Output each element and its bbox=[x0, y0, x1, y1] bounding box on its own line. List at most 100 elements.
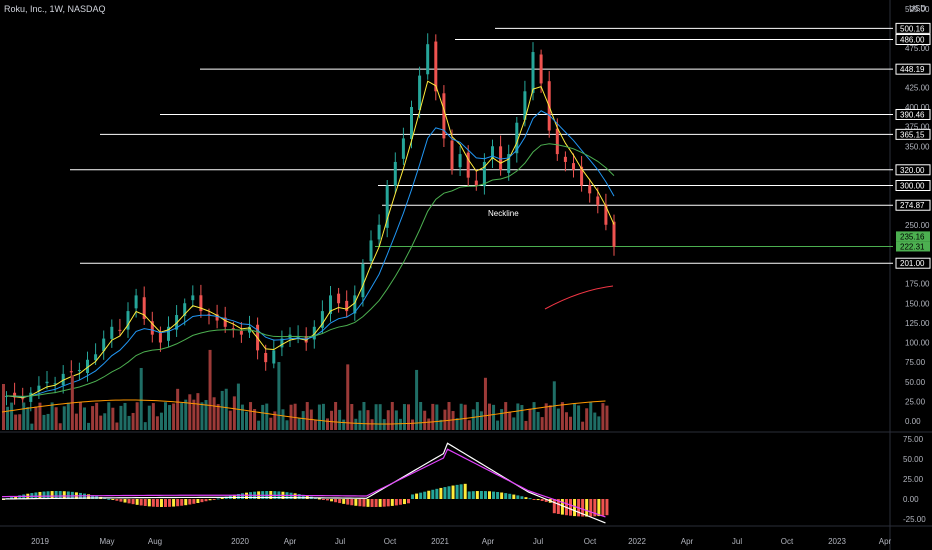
macd-histogram-bar bbox=[297, 494, 301, 499]
macd-histogram-bar bbox=[208, 499, 212, 501]
macd-histogram-bar bbox=[467, 491, 471, 499]
macd-histogram-bar bbox=[151, 499, 155, 507]
candle bbox=[515, 122, 519, 154]
time-tick-label: Apr bbox=[482, 537, 495, 546]
candle bbox=[264, 352, 268, 363]
volume-bar bbox=[26, 406, 30, 430]
macd-histogram-bar bbox=[54, 491, 58, 499]
macd-histogram-bar bbox=[50, 491, 54, 499]
volume-bar bbox=[216, 404, 220, 430]
ema-fast-line bbox=[6, 80, 615, 399]
candle bbox=[183, 303, 187, 316]
macd-histogram-bar bbox=[492, 491, 496, 499]
macd-histogram-bar bbox=[573, 499, 577, 517]
macd-histogram-bar bbox=[520, 496, 524, 499]
volume-bar bbox=[188, 394, 192, 430]
candle bbox=[563, 156, 567, 162]
macd-histogram-bar bbox=[528, 498, 532, 500]
macd-histogram-bar bbox=[139, 499, 143, 506]
macd-histogram-bar bbox=[346, 499, 350, 505]
volume-bar bbox=[111, 407, 115, 430]
volume-bar bbox=[99, 415, 103, 430]
volume-bar bbox=[455, 418, 459, 430]
volume-bar bbox=[390, 402, 394, 430]
macd-histogram-bar bbox=[508, 493, 512, 499]
candle bbox=[612, 221, 616, 247]
volume-bar bbox=[411, 419, 415, 430]
volume-bar bbox=[83, 407, 86, 430]
volume-bar bbox=[249, 402, 253, 430]
candle bbox=[167, 326, 170, 341]
volume-bar bbox=[475, 402, 479, 430]
candle bbox=[426, 44, 430, 75]
candle bbox=[142, 297, 146, 319]
candle bbox=[94, 354, 98, 361]
candle bbox=[434, 41, 438, 92]
volume-bar bbox=[589, 402, 593, 430]
volume-bar bbox=[10, 402, 14, 430]
volume-ma-line bbox=[1, 399, 606, 425]
macd-histogram-bar bbox=[354, 499, 358, 506]
level-label-box bbox=[895, 257, 931, 269]
level-label-box bbox=[895, 164, 931, 176]
price-tick-label: 25.00 bbox=[905, 397, 926, 406]
volume-bar bbox=[232, 396, 236, 430]
candle bbox=[410, 107, 413, 139]
ema-mid-line bbox=[6, 110, 615, 398]
volume-bar bbox=[46, 413, 50, 430]
volume-bar bbox=[560, 402, 564, 430]
macd-histogram-bar bbox=[350, 499, 354, 506]
macd-histogram-bar bbox=[119, 499, 123, 502]
volume-bar bbox=[176, 388, 180, 430]
volume-bar bbox=[528, 408, 532, 430]
volume-bar bbox=[95, 402, 99, 430]
volume-bar bbox=[74, 413, 78, 430]
time-tick-label: Oct bbox=[781, 537, 794, 546]
volume-bar bbox=[573, 403, 577, 430]
time-tick-label: 2022 bbox=[628, 537, 646, 546]
price-label-box bbox=[896, 231, 930, 242]
macd-histogram-bar bbox=[423, 491, 427, 499]
macd-histogram-bar bbox=[463, 483, 467, 499]
time-tick-label: Apr bbox=[681, 537, 694, 546]
time-tick-label: Jul bbox=[533, 537, 543, 546]
candle bbox=[13, 392, 17, 398]
volume-bar bbox=[54, 407, 58, 430]
volume-bar bbox=[496, 420, 500, 430]
volume-bar bbox=[30, 423, 34, 430]
price-tick-label: 150.00 bbox=[905, 299, 930, 308]
macd-histogram-bar bbox=[479, 491, 483, 499]
macd-histogram-bar bbox=[143, 499, 147, 506]
volume-bar bbox=[346, 364, 350, 430]
candle bbox=[37, 385, 41, 392]
candle bbox=[191, 295, 195, 301]
macd-histogram-bar bbox=[240, 493, 244, 499]
time-tick-label: 2021 bbox=[431, 537, 449, 546]
symbol-title: Roku, Inc., 1W, NASDAQ bbox=[4, 4, 106, 14]
time-tick-label: May bbox=[99, 537, 114, 546]
volume-bar bbox=[374, 404, 378, 430]
volume-bar bbox=[419, 402, 423, 430]
volume-bar bbox=[394, 410, 398, 430]
level-label-box bbox=[895, 128, 931, 140]
candle bbox=[442, 93, 446, 139]
macd-histogram-bar bbox=[192, 499, 196, 504]
volume-bar bbox=[427, 418, 431, 430]
macd-histogram-bar bbox=[471, 491, 475, 499]
volume-bar bbox=[548, 405, 552, 430]
macd-histogram-bar bbox=[544, 499, 548, 502]
level-label: 274.87 bbox=[900, 201, 925, 210]
level-label: 486.00 bbox=[900, 35, 925, 44]
volume-bar bbox=[18, 414, 22, 430]
volume-bar bbox=[257, 420, 261, 430]
volume-bar bbox=[342, 419, 346, 430]
volume-bar bbox=[508, 411, 512, 430]
volume-bar bbox=[398, 418, 402, 430]
volume-bar bbox=[350, 404, 354, 430]
volume-bar bbox=[532, 402, 536, 430]
candle bbox=[272, 350, 276, 364]
volume-bar bbox=[281, 409, 285, 430]
level-label-box bbox=[895, 199, 931, 211]
macd-histogram-bar bbox=[419, 492, 423, 499]
